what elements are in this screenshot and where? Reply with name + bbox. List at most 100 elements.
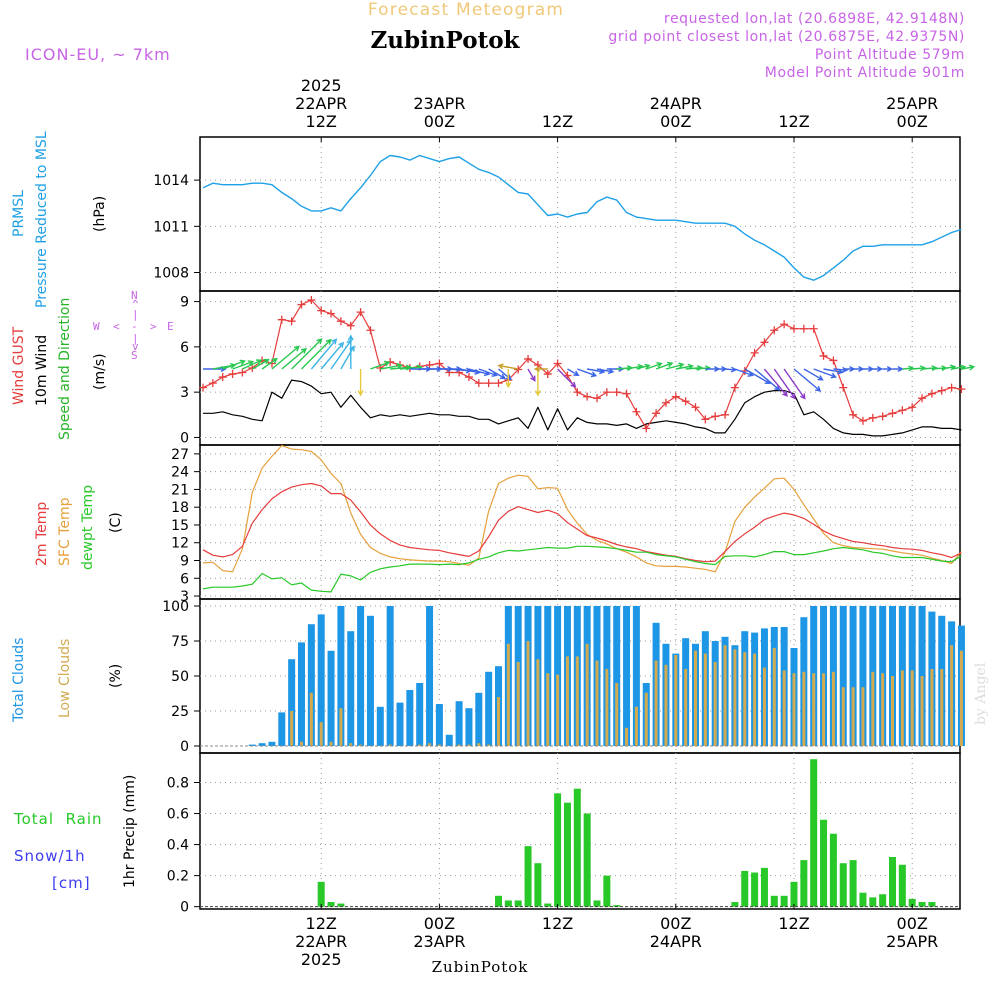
bottom-time-label: 12Z — [306, 914, 337, 933]
gust-marker — [366, 326, 375, 335]
gust-marker — [287, 317, 296, 326]
precip-bar — [583, 813, 591, 907]
top-time-label: 24APR — [650, 94, 702, 113]
wind-arrow — [557, 368, 577, 388]
wind-arrow — [793, 368, 822, 392]
gust-marker — [947, 383, 956, 392]
wind-arrow — [390, 364, 413, 371]
chart-title: Forecast Meteogram — [368, 0, 564, 20]
total-cloud-bar — [337, 606, 345, 746]
precip-bar — [337, 903, 345, 907]
low-cloud-bar — [713, 662, 717, 746]
total-cloud-bar — [613, 606, 621, 746]
total-cloud-bar — [366, 615, 374, 746]
pressure-tick-label: 1014 — [153, 173, 189, 189]
temp-tick-label: 21 — [171, 482, 189, 498]
low-cloud-bar — [615, 683, 619, 746]
precip-bar — [780, 895, 788, 907]
total-cloud-bar — [327, 650, 335, 746]
wind-arrow — [646, 362, 663, 370]
gust-marker — [238, 368, 247, 377]
prmsl-label: PRMSL — [11, 190, 27, 237]
low-cloud-bar — [497, 697, 500, 746]
temp-tick-label: 18 — [171, 500, 189, 516]
top-time-label: 00Z — [424, 112, 455, 131]
wind-arrow — [242, 359, 263, 370]
precip-tick-label: 0 — [180, 900, 189, 916]
low-cloud-bar — [861, 687, 865, 746]
requested-coords: requested lon,lat (20.6898E, 42.9148N) — [664, 11, 965, 27]
precip-bar — [869, 897, 877, 907]
gust-marker — [878, 412, 887, 421]
precip-panel — [199, 752, 961, 910]
total-cloud-bar — [268, 741, 276, 746]
bottom-time-label: 23APR — [413, 932, 465, 951]
gust-marker — [809, 324, 818, 333]
total-cloud-bar — [859, 606, 867, 746]
precip-bar — [849, 860, 857, 907]
low-cloud-bar — [881, 673, 885, 746]
gust-marker — [642, 424, 651, 433]
low-cloud-bar — [339, 708, 343, 746]
wind-arrow — [488, 368, 507, 380]
gust-marker — [356, 308, 365, 317]
total-cloud-bar — [307, 624, 315, 746]
precip-bar — [495, 895, 502, 907]
low-cloud-bar — [457, 744, 461, 746]
temp-tick-label: 15 — [171, 518, 189, 534]
closest-coords: grid point closest lon,lat (20.6875E, 42… — [608, 29, 965, 45]
precip-bar — [810, 759, 818, 907]
bottom-time-label: 2025 — [301, 950, 342, 969]
top-time-label: 12Z — [542, 112, 573, 131]
precip-bar — [898, 864, 906, 907]
total-cloud-bar — [623, 606, 631, 746]
gust-marker — [898, 406, 907, 415]
temp-tick-label: 12 — [171, 536, 189, 552]
wind-arrow — [357, 369, 364, 397]
gust-marker — [661, 398, 670, 407]
gust-marker — [317, 306, 326, 315]
gust-marker — [543, 370, 552, 379]
total-cloud-bar — [632, 606, 640, 746]
location-title: ZubinPotok — [371, 27, 521, 54]
gust-marker — [474, 379, 483, 388]
low-cloud-bar — [891, 676, 894, 746]
precip-bar — [613, 905, 621, 907]
gust-marker — [307, 296, 316, 305]
compass-e: E — [167, 320, 174, 333]
precip-bar — [928, 902, 936, 907]
pressure-unit: (hPa) — [92, 196, 108, 232]
gust-marker — [612, 388, 621, 397]
low-cloud-bar — [437, 744, 441, 746]
gust-marker — [839, 383, 848, 392]
compass-w: W — [93, 320, 100, 333]
compass-n: N — [131, 289, 138, 302]
low-cloud-bar — [930, 669, 934, 746]
gust-marker — [494, 379, 503, 388]
wind-arrow — [281, 347, 308, 370]
gust-marker — [750, 348, 759, 357]
low-cloud-bar — [762, 667, 766, 746]
top-time-label: 00Z — [660, 112, 691, 131]
pressure-tick-label: 1008 — [153, 266, 189, 282]
wind-arrow — [577, 368, 598, 378]
clouds-tick-label: 50 — [171, 669, 189, 685]
low-cloud-bar — [654, 660, 658, 746]
wind-arrow — [803, 368, 824, 381]
top-time-label: 23APR — [413, 94, 465, 113]
dewpt-line — [202, 545, 962, 593]
precip-bar — [741, 870, 749, 907]
gust-marker — [908, 403, 917, 412]
gust-marker — [760, 338, 769, 347]
low-cloud-bar — [851, 687, 855, 746]
wind-arrow — [310, 338, 338, 370]
precip-bar — [751, 872, 759, 907]
low-cloud-bar — [516, 662, 520, 746]
precip-bar — [908, 898, 916, 907]
low-cloud-bar — [565, 656, 569, 746]
gust-marker — [553, 359, 562, 368]
gust-marker — [780, 320, 789, 329]
total-cloud-bar — [317, 614, 325, 746]
gust-marker — [711, 412, 720, 421]
gust-marker — [868, 413, 877, 422]
